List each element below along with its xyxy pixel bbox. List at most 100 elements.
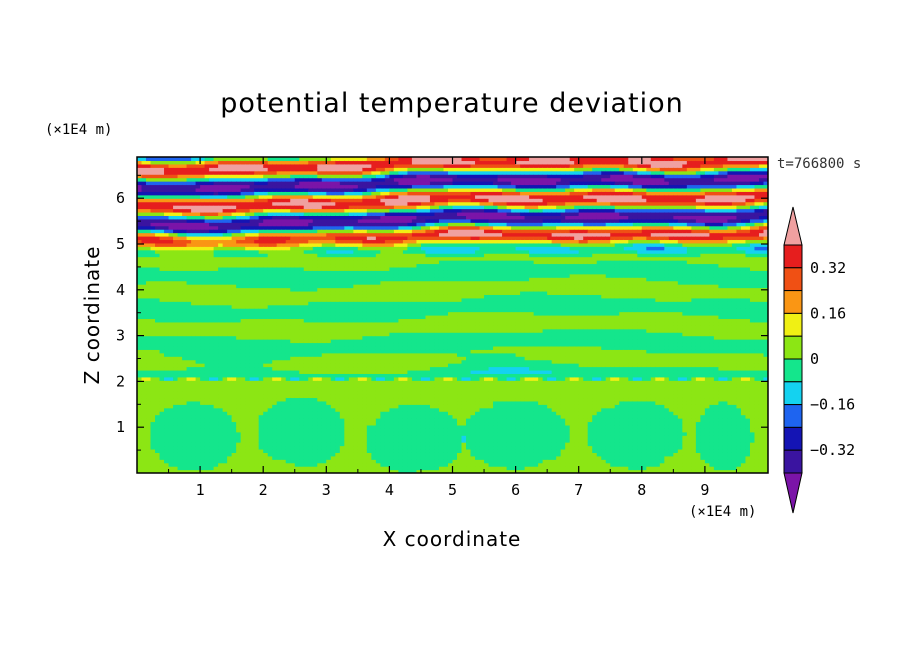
field-cell (137, 181, 143, 186)
field-cell (380, 455, 386, 460)
field-cell (285, 160, 291, 165)
field-cell (137, 205, 143, 210)
field-cell (321, 428, 327, 433)
field-cell (267, 369, 273, 374)
field-cell (321, 455, 327, 460)
field-cell (141, 390, 147, 395)
field-cell (362, 376, 368, 381)
field-cell (177, 290, 183, 295)
field-cell (254, 222, 260, 227)
field-cell (150, 366, 156, 371)
field-cell (213, 167, 219, 172)
field-cell (155, 411, 161, 416)
field-cell (155, 459, 161, 464)
field-cell (141, 294, 147, 299)
field-cell (249, 435, 255, 440)
field-cell (281, 349, 287, 354)
field-cell (267, 163, 273, 168)
field-cell (326, 201, 332, 206)
field-cell (294, 167, 300, 172)
field-cell (317, 356, 323, 361)
field-cell (218, 318, 224, 323)
field-cell (249, 225, 255, 230)
field-cell (326, 160, 332, 165)
field-cell (258, 260, 264, 265)
field-cell (191, 356, 197, 361)
field-cell (330, 194, 336, 199)
field-cell (213, 466, 219, 471)
field-cell (209, 352, 215, 357)
field-cell (339, 194, 345, 199)
field-cell (299, 187, 305, 192)
field-cell (218, 157, 224, 162)
field-cell (236, 359, 242, 364)
field-cell (164, 273, 170, 278)
field-cell (380, 421, 386, 426)
field-cell (137, 328, 143, 333)
field-cell (245, 211, 251, 216)
field-cell (258, 328, 264, 333)
field-cell (294, 157, 300, 162)
field-cell (285, 201, 291, 206)
field-cell (272, 194, 278, 199)
field-cell (146, 407, 152, 412)
field-cell (321, 284, 327, 289)
field-cell (294, 211, 300, 216)
field-cell (164, 387, 170, 392)
field-cell (344, 328, 350, 333)
field-cell (173, 266, 179, 271)
field-cell (186, 270, 192, 275)
field-cell (326, 414, 332, 419)
field-cell (344, 318, 350, 323)
field-cell (348, 369, 354, 374)
field-cell (204, 325, 210, 330)
field-cell (326, 304, 332, 309)
field-cell (375, 229, 381, 234)
field-cell (164, 462, 170, 467)
field-cell (308, 424, 314, 429)
field-cell (254, 284, 260, 289)
field-cell (335, 469, 341, 473)
field-cell (249, 184, 255, 189)
field-cell (164, 321, 170, 326)
field-cell (375, 256, 381, 261)
field-cell (326, 445, 332, 450)
field-cell (195, 383, 201, 388)
field-cell (227, 239, 233, 244)
field-cell (281, 191, 287, 196)
field-cell (330, 218, 336, 223)
field-cell (155, 294, 161, 299)
field-cell (150, 359, 156, 364)
field-cell (326, 462, 332, 467)
field-cell (204, 211, 210, 216)
field-cell (375, 431, 381, 436)
field-cell (263, 280, 269, 285)
field-cell (254, 239, 260, 244)
field-cell (290, 397, 296, 402)
field-cell (204, 170, 210, 175)
field-cell (249, 418, 255, 423)
field-cell (249, 428, 255, 433)
field-cell (294, 414, 300, 419)
field-cell (227, 308, 233, 313)
field-cell (177, 287, 183, 292)
field-cell (339, 253, 345, 258)
field-cell (276, 181, 282, 186)
field-cell (344, 428, 350, 433)
field-cell (272, 260, 278, 265)
field-cell (263, 277, 269, 282)
field-cell (308, 418, 314, 423)
field-cell (164, 187, 170, 192)
field-cell (326, 418, 332, 423)
field-cell (330, 369, 336, 374)
field-cell (209, 428, 215, 433)
field-cell (195, 290, 201, 295)
field-cell (276, 345, 282, 350)
field-cell (150, 438, 156, 443)
field-cell (321, 280, 327, 285)
field-cell (240, 304, 246, 309)
field-cell (218, 407, 224, 412)
field-cell (222, 277, 228, 282)
field-cell (317, 397, 323, 402)
field-cell (348, 448, 354, 453)
